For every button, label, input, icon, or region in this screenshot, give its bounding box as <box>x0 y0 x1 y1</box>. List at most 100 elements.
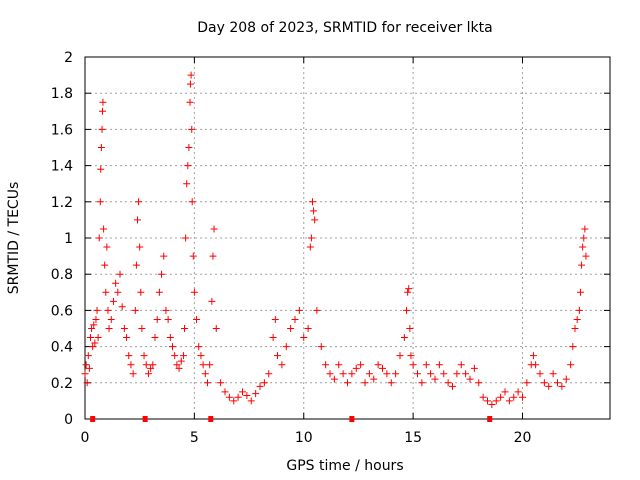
data-point <box>186 98 194 106</box>
y-axis: 0 0.2 0.4 0.6 0.8 1 1.2 1.4 1.6 1.8 2 <box>51 50 610 428</box>
data-point <box>210 225 218 233</box>
data-point <box>274 352 281 360</box>
data-point <box>271 315 279 323</box>
data-point <box>307 234 315 242</box>
data-point <box>118 303 126 311</box>
data-point <box>92 315 100 323</box>
data-point <box>95 234 103 242</box>
data-point <box>396 352 404 360</box>
data-point <box>470 364 478 372</box>
data-point <box>197 352 205 360</box>
y-axis-label: SRMTID / TECUs <box>6 182 22 295</box>
data-point <box>444 379 452 387</box>
data-point <box>88 325 96 332</box>
data-point <box>83 379 91 387</box>
data-point <box>103 243 111 251</box>
data-point <box>166 334 174 342</box>
x-tick-label: 10 <box>295 430 313 446</box>
data-point <box>186 80 194 88</box>
data-point <box>131 306 139 314</box>
data-point <box>505 397 513 405</box>
data-point <box>571 325 579 332</box>
y-tick-label: 1.2 <box>51 195 73 211</box>
data-point <box>217 379 225 387</box>
data-point <box>81 370 89 378</box>
data-point <box>484 397 491 405</box>
data-point <box>510 393 518 401</box>
data-point <box>326 370 334 378</box>
data-point <box>431 375 439 383</box>
data-point <box>188 125 196 133</box>
data-point <box>306 243 314 251</box>
data-point <box>514 388 522 396</box>
data-point <box>578 261 586 269</box>
data-point <box>153 315 161 323</box>
data-point <box>209 252 217 260</box>
data-point <box>177 357 185 365</box>
y-tick-label: 0.6 <box>51 303 73 319</box>
data-point <box>158 270 166 278</box>
data-point <box>300 334 308 342</box>
data-point <box>435 361 443 369</box>
data-point <box>545 382 553 390</box>
data-point <box>101 261 109 269</box>
data-point <box>540 379 548 387</box>
zero-marker <box>487 416 493 422</box>
data-point <box>136 243 144 251</box>
data-point <box>575 306 583 314</box>
data-point <box>405 285 413 293</box>
y-tick-label: 0.2 <box>51 376 73 392</box>
x-axis: 0 5 10 15 20 <box>81 57 531 446</box>
data-point <box>348 370 356 378</box>
data-point <box>291 315 299 323</box>
x-tick-label: 0 <box>81 430 90 446</box>
data-point <box>84 352 92 360</box>
data-point <box>269 334 277 342</box>
data-point <box>282 343 290 351</box>
data-point <box>151 334 159 342</box>
data-point <box>184 162 192 170</box>
data-point <box>523 379 531 387</box>
data-point <box>86 334 94 342</box>
data-point <box>112 279 120 287</box>
data-point <box>189 252 197 260</box>
data-point <box>403 306 411 314</box>
data-point <box>379 364 386 372</box>
y-tick-label: 2 <box>64 50 73 66</box>
data-point <box>361 379 369 387</box>
data-point <box>97 165 105 173</box>
data-point <box>173 361 181 369</box>
data-point <box>89 343 97 351</box>
data-point <box>99 107 106 115</box>
data-point <box>102 288 110 296</box>
data-point <box>562 375 570 383</box>
data-point <box>313 306 321 314</box>
zero-markers <box>90 416 493 422</box>
zero-marker <box>349 416 355 422</box>
data-point <box>201 370 209 378</box>
y-tick-label: 1 <box>64 231 73 247</box>
data-point <box>339 370 347 378</box>
data-point <box>98 125 106 133</box>
data-point <box>91 339 99 347</box>
data-point <box>144 370 152 378</box>
data-point <box>492 397 500 405</box>
data-point <box>501 388 509 396</box>
data-point <box>418 379 426 387</box>
grid-lines <box>85 57 610 419</box>
data-point <box>479 393 487 401</box>
data-point <box>190 288 198 296</box>
data-point <box>529 352 537 360</box>
data-point <box>497 393 505 401</box>
data-point <box>582 252 590 260</box>
data-point <box>304 325 312 332</box>
data-point <box>239 388 246 396</box>
data-point <box>132 261 140 269</box>
data-point <box>387 379 395 387</box>
data-point <box>311 216 319 224</box>
data-point <box>581 225 589 233</box>
y-tick-label: 0.4 <box>51 340 73 356</box>
data-point <box>569 343 577 351</box>
data-point <box>182 234 190 242</box>
data-point <box>466 375 474 383</box>
